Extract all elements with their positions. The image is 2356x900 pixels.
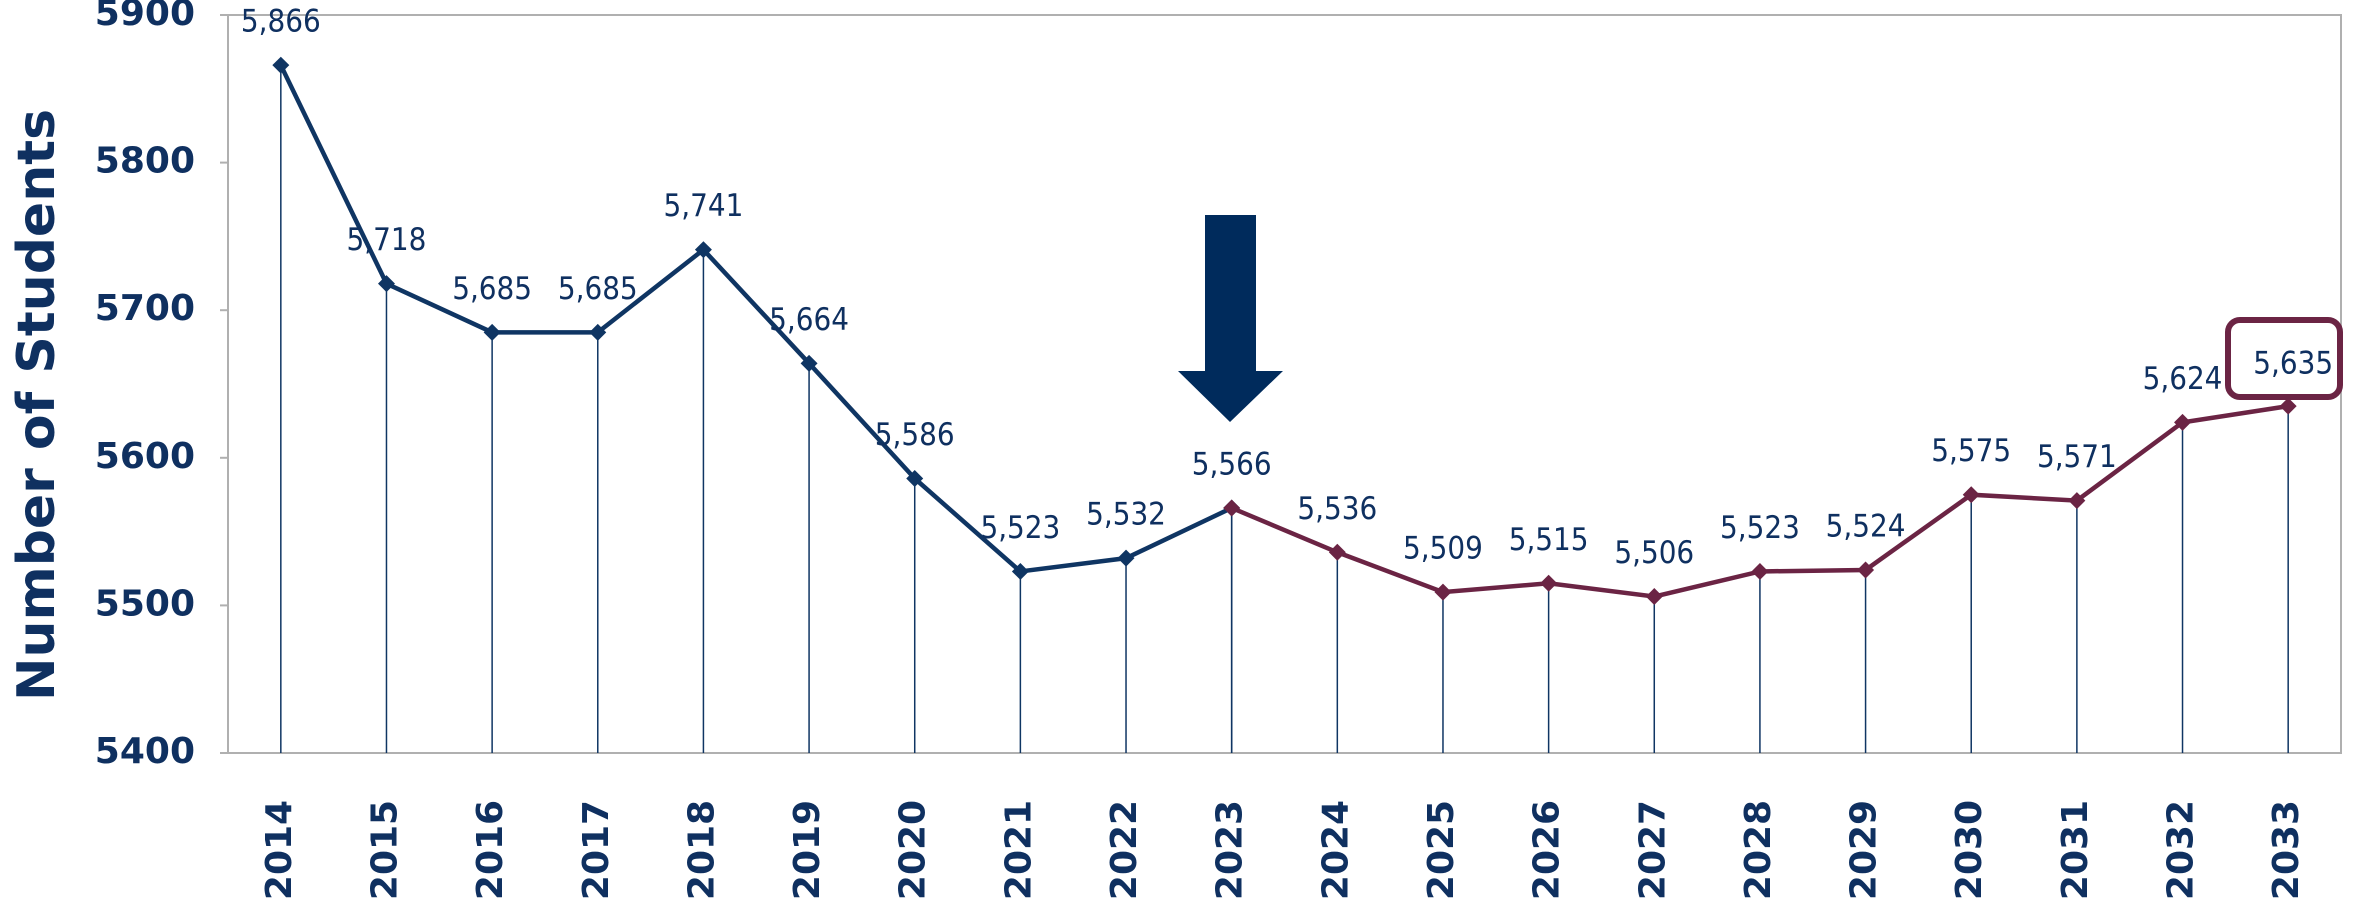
marker (377, 275, 395, 293)
data-label: 5,866 (241, 4, 321, 40)
x-tick-label: 2033 (2266, 800, 2307, 900)
x-tick-label: 2026 (1527, 800, 1568, 900)
x-tick-label: 2030 (1949, 800, 1990, 900)
x-tick-label: 2017 (576, 800, 617, 900)
data-label: 5,506 (1614, 535, 1694, 571)
x-tick-label: 2016 (470, 800, 511, 900)
y-tick-label: 5500 (95, 583, 195, 624)
y-tick-label: 5700 (95, 288, 195, 329)
x-tick-label: 2018 (681, 800, 722, 900)
marker (694, 241, 712, 259)
x-tick-label: 2029 (1844, 800, 1885, 900)
x-tick-label: 2022 (1104, 800, 1145, 900)
marker (1434, 583, 1452, 601)
marker (1117, 549, 1135, 567)
y-tick-label: 5900 (95, 0, 195, 34)
marker (1328, 543, 1346, 561)
marker (1011, 562, 1029, 580)
arrow (1178, 215, 1283, 422)
x-tick-label: 2027 (1632, 800, 1673, 900)
y-tick-label: 5600 (95, 436, 195, 477)
data-label: 5,741 (664, 188, 744, 224)
x-tick-label: 2025 (1421, 800, 1462, 900)
y-tick-label: 5400 (95, 731, 195, 772)
data-label: 5,523 (1720, 510, 1800, 546)
marker (1540, 574, 1558, 592)
data-label: 5,571 (2037, 439, 2117, 475)
data-label: 5,685 (452, 271, 532, 307)
x-tick-label: 2014 (259, 800, 300, 900)
marker (1223, 499, 1241, 517)
x-tick-label: 2031 (2055, 800, 2096, 900)
x-tick-label: 2032 (2161, 800, 2202, 900)
data-label: 5,523 (980, 510, 1060, 546)
data-label: 5,575 (1931, 433, 2011, 469)
data-label: 5,664 (769, 302, 849, 338)
data-label: 5,524 (1826, 508, 1906, 544)
data-label: 5,635 (2253, 346, 2333, 382)
x-tick-label: 2020 (893, 800, 934, 900)
marker (2279, 397, 2297, 415)
x-tick-label: 2023 (1210, 800, 1251, 900)
data-label: 5,536 (1297, 491, 1377, 527)
highlight-box (2225, 317, 2343, 400)
y-axis-label: Number of Students (7, 109, 67, 701)
x-tick-label: 2028 (1738, 800, 1779, 900)
data-label: 5,532 (1086, 497, 1166, 533)
marker (906, 469, 924, 487)
marker (1857, 561, 1875, 579)
y-tick-label: 5800 (95, 141, 195, 182)
data-label: 5,509 (1403, 531, 1483, 567)
data-label: 5,515 (1509, 522, 1589, 558)
data-label: 5,566 (1192, 446, 1272, 482)
data-label: 5,624 (2143, 361, 2223, 397)
marker (800, 354, 818, 372)
data-label: 5,586 (875, 417, 955, 453)
x-tick-label: 2015 (364, 800, 405, 900)
x-tick-label: 2019 (787, 800, 828, 900)
marker (483, 323, 501, 341)
marker (1645, 588, 1663, 606)
marker (589, 323, 607, 341)
data-label: 5,718 (347, 222, 427, 258)
x-tick-label: 2021 (998, 800, 1039, 900)
marker (1751, 562, 1769, 580)
series-line (278, 64, 1233, 574)
plot-frame (227, 14, 2342, 754)
data-label: 5,685 (558, 271, 638, 307)
marker (272, 56, 290, 74)
x-tick-label: 2024 (1315, 800, 1356, 900)
